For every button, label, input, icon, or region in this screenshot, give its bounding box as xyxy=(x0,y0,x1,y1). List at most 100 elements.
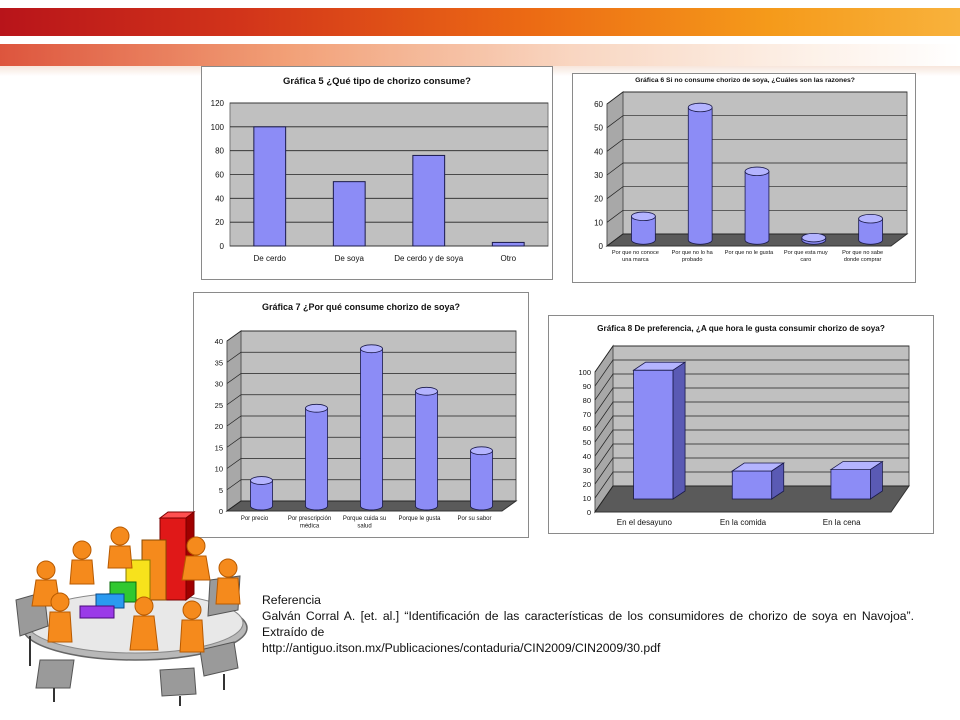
y-tick-label: 40 xyxy=(583,452,591,461)
y-tick-label: 50 xyxy=(594,124,603,133)
bar-top xyxy=(305,403,328,413)
y-tick-label: 100 xyxy=(211,123,225,132)
bar xyxy=(858,218,883,245)
y-tick-label: 35 xyxy=(215,358,223,367)
gridline xyxy=(226,330,516,342)
x-tick-label: médica xyxy=(300,524,320,530)
bar-side xyxy=(771,462,785,500)
gridline xyxy=(594,359,909,387)
y-tick-label: 90 xyxy=(583,382,591,391)
y-tick-label: 0 xyxy=(599,242,604,251)
bar xyxy=(631,215,656,245)
bar xyxy=(253,126,287,247)
chart-grafica-6-svg: Gráfica 6 Si no consume chorizo de soya,… xyxy=(594,77,909,263)
y-tick-label: 80 xyxy=(215,147,224,156)
x-tick-label: En la cena xyxy=(823,518,861,527)
y-tick-label: 40 xyxy=(215,337,223,346)
reference-heading: Referencia xyxy=(262,593,321,607)
bar xyxy=(305,407,328,511)
x-tick-label: Porque le gusta xyxy=(398,516,441,522)
x-tick-label: Porque cuida su xyxy=(343,516,386,522)
reference-block: Referencia Galván Corral A. [et. al.] “I… xyxy=(262,592,914,656)
gridline xyxy=(594,485,909,513)
bar-top xyxy=(631,211,656,222)
bar-top xyxy=(687,102,713,113)
y-tick-label: 120 xyxy=(211,99,225,108)
y-tick-label: 20 xyxy=(215,422,223,431)
chart-grafica-8-svg: Gráfica 8 De preferencia, ¿A que hora le… xyxy=(578,324,910,527)
chart-grafica-7-svg: Gráfica 7 ¿Por qué consume chorizo de so… xyxy=(215,302,518,530)
gridline xyxy=(594,401,909,429)
bar xyxy=(687,107,713,245)
x-tick-label: De cerdo y de soya xyxy=(394,254,463,263)
y-tick-label: 25 xyxy=(215,401,223,410)
x-tick-label: De cerdo xyxy=(254,254,287,263)
bar xyxy=(830,469,871,500)
bar-top xyxy=(858,214,883,224)
x-tick-label: una marca xyxy=(622,257,649,263)
gridline xyxy=(594,471,909,499)
chart-title: Gráfica 7 ¿Por qué consume chorizo de so… xyxy=(262,302,460,312)
gridline xyxy=(594,443,909,471)
y-tick-label: 40 xyxy=(594,147,603,156)
reference-url[interactable]: http://antiguo.itson.mx/Publicaciones/co… xyxy=(262,641,661,655)
y-tick-label: 10 xyxy=(215,465,223,474)
chart-title: Gráfica 5 ¿Qué tipo de chorizo consume? xyxy=(283,76,471,87)
header-banner xyxy=(0,8,960,36)
bar-top xyxy=(415,386,438,396)
chart-grafica-8: Gráfica 8 De preferencia, ¿A que hora le… xyxy=(548,315,934,534)
bar xyxy=(633,369,674,500)
bar xyxy=(332,181,366,247)
bar xyxy=(415,390,438,511)
y-tick-label: 20 xyxy=(215,218,224,227)
x-tick-label: Por que no sabe xyxy=(842,250,883,256)
gridline xyxy=(594,373,909,401)
chart-grafica-7: Gráfica 7 ¿Por qué consume chorizo de so… xyxy=(193,292,529,538)
gridline xyxy=(594,345,909,373)
gridline xyxy=(606,162,907,176)
gridline xyxy=(226,373,516,384)
y-tick-label: 20 xyxy=(594,195,603,204)
x-tick-label: Por precio xyxy=(241,516,269,522)
x-tick-label: Por que no lo ha xyxy=(672,250,714,256)
business-meeting-clipart xyxy=(15,511,248,706)
y-tick-label: 40 xyxy=(215,194,224,203)
y-tick-label: 80 xyxy=(583,396,591,405)
y-tick-label: 60 xyxy=(594,100,603,109)
x-tick-label: Otro xyxy=(500,254,516,263)
x-tick-label: Por prescripción xyxy=(288,516,331,522)
gridline xyxy=(594,429,909,457)
y-tick-label: 30 xyxy=(594,171,603,180)
chart-grafica-6: Gráfica 6 Si no consume chorizo de soya,… xyxy=(572,73,916,283)
bar xyxy=(744,170,770,245)
reference-citation: Galván Corral A. [et. al.] “Identificaci… xyxy=(262,609,914,639)
y-tick-label: 10 xyxy=(583,494,591,503)
chart-grafica-5-svg: Gráfica 5 ¿Qué tipo de chorizo consume? 0… xyxy=(211,76,549,263)
bar xyxy=(491,241,525,247)
bar-top xyxy=(470,446,493,456)
y-tick-label: 60 xyxy=(583,424,591,433)
x-tick-label: De soya xyxy=(335,254,365,263)
gridline xyxy=(606,138,907,152)
gridline xyxy=(594,415,909,443)
gridline xyxy=(606,186,907,199)
gridline xyxy=(226,351,516,363)
gridline xyxy=(594,457,909,485)
gridline xyxy=(606,91,907,105)
x-tick-label: Por que no le gusta xyxy=(725,250,774,256)
chart-grafica-5: Gráfica 5 ¿Qué tipo de chorizo consume? 0… xyxy=(201,66,553,280)
y-tick-label: 15 xyxy=(215,443,223,452)
y-tick-label: 0 xyxy=(220,242,225,251)
chart-title: Gráfica 6 Si no consume chorizo de soya,… xyxy=(635,77,855,84)
gridline xyxy=(606,209,907,223)
gridline xyxy=(594,387,909,415)
y-tick-label: 10 xyxy=(594,218,603,227)
x-tick-label: caro xyxy=(800,257,811,263)
bar-top xyxy=(744,166,770,177)
y-tick-label: 0 xyxy=(219,507,223,516)
bar-top xyxy=(360,344,383,354)
bar xyxy=(250,480,273,511)
bar xyxy=(412,154,446,247)
bar-side xyxy=(672,361,686,500)
bar xyxy=(360,348,383,511)
